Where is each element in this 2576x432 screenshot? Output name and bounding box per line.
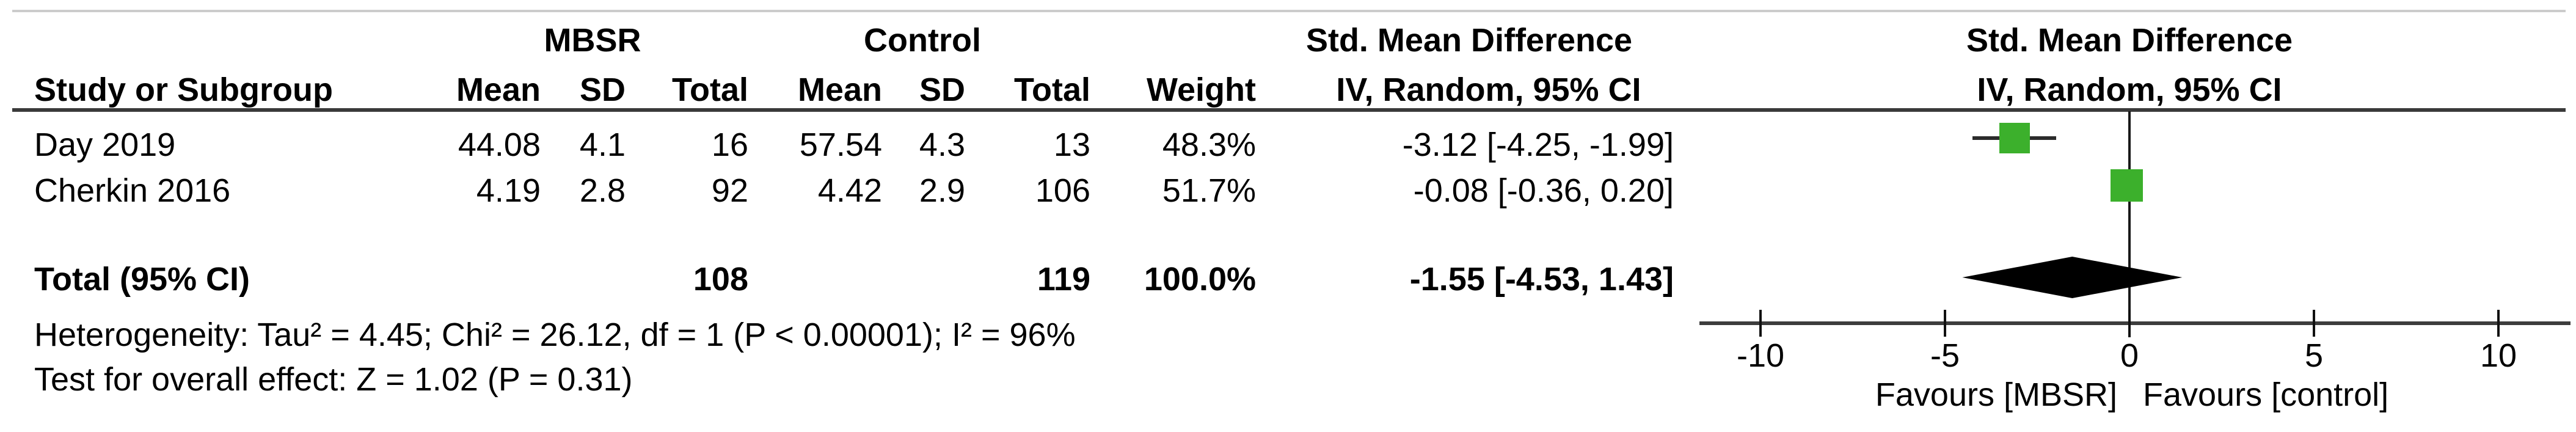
sd-ctrl: 2.9 [919,172,965,209]
col-header-sd-mbsr: SD [579,71,626,108]
col-header-total-ctrl: Total [1014,71,1090,108]
favours-right-label: Favours [control] [2143,376,2389,413]
total-ci: -1.55 [-4.53, 1.43] [1409,261,1674,298]
col-header-iv-plot: IV, Random, 95% CI [1977,71,2282,108]
col-header-total-mbsr: Total [672,71,748,108]
study-name: Cherkin 2016 [34,172,231,209]
total-mbsr: 16 [711,126,748,163]
top-border-line [12,10,2566,12]
study-effect-square [2110,169,2143,202]
axis-tick-label: 10 [2479,337,2517,374]
pooled-effect-diamond [1962,257,2183,298]
axis-tick [1759,310,1762,337]
overall-effect-text: Test for overall effect: Z = 1.02 (P = 0… [34,361,633,398]
col-header-study: Study or Subgroup [34,71,333,108]
sd-mbsr: 2.8 [579,172,626,209]
col-header-mean-mbsr: Mean [456,71,541,108]
zero-reference-line [2128,111,2131,337]
col-header-sd-ctrl: SD [919,71,965,108]
group-header-control: Control [864,22,981,59]
x-axis-line [1699,321,2571,325]
mean-mbsr: 4.19 [476,172,541,209]
axis-tick-label: -5 [1930,337,1960,374]
axis-tick-label: 5 [2304,337,2324,374]
ci-value: -0.08 [-0.36, 0.20] [1413,172,1674,209]
col-header-mean-ctrl: Mean [797,71,882,108]
sd-mbsr: 4.1 [579,126,626,163]
total-weight: 100.0% [1144,261,1256,298]
col-header-weight: Weight [1147,71,1256,108]
mean-mbsr: 44.08 [458,126,541,163]
total-ctrl: 106 [1035,172,1090,209]
favours-left-label: Favours [MBSR] [1875,376,2117,413]
axis-tick-label: -10 [1736,337,1785,374]
group-header-mbsr: MBSR [544,22,641,59]
study-effect-square [1999,123,2030,153]
axis-tick [1944,310,1946,337]
heterogeneity-text: Heterogeneity: Tau² = 4.45; Chi² = 26.12… [34,317,1076,353]
mean-ctrl: 57.54 [799,126,882,163]
axis-tick-label: 0 [2120,337,2139,374]
group-header-smd-plot: Std. Mean Difference [1966,22,2293,59]
ci-value: -3.12 [-4.25, -1.99] [1402,126,1674,163]
sd-ctrl: 4.3 [919,126,965,163]
study-name: Day 2019 [34,126,176,163]
axis-tick [2497,310,2500,337]
axis-tick [2313,310,2315,337]
group-header-smd-table: Std. Mean Difference [1305,22,1633,59]
total-n-mbsr: 108 [693,261,748,298]
weight-value: 48.3% [1162,126,1256,163]
axis-tick [2128,310,2131,337]
header-separator-line [12,108,2566,112]
total-n-ctrl: 119 [1037,261,1090,298]
total-row-label: Total (95% CI) [34,261,250,298]
col-header-iv-table: IV, Random, 95% CI [1336,71,1641,108]
total-mbsr: 92 [711,172,748,209]
weight-value: 51.7% [1162,172,1256,209]
mean-ctrl: 4.42 [817,172,882,209]
total-ctrl: 13 [1053,126,1090,163]
